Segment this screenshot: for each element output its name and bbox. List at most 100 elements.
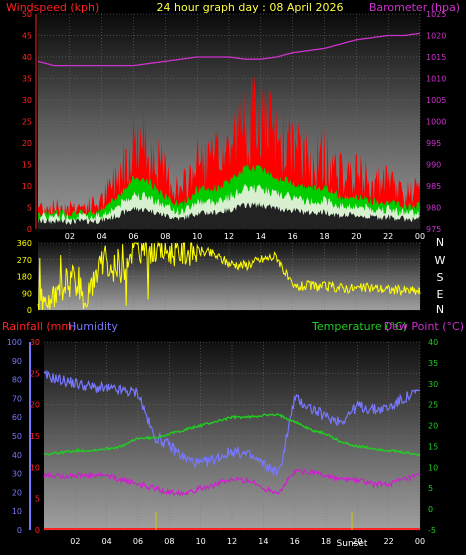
wind-x-tick-label: 02: [65, 232, 75, 241]
barometer-y-tick-label: 995: [426, 139, 441, 148]
humidity-y-tick-label: 30: [12, 470, 22, 479]
rainfall-y-tick-label: 5: [35, 495, 40, 504]
direction-y-tick-label: 360: [17, 239, 32, 248]
compass-label: S: [437, 271, 444, 284]
rainfall-y-tick-label: 25: [30, 369, 40, 378]
barometer-y-tick-label: 1015: [426, 53, 446, 62]
temperature-y-ticks: -5 0 5 10 15 20 25 30 35 40: [428, 338, 438, 535]
rainfall-y-tick-label: 30: [30, 338, 40, 347]
barometer-line: [37, 32, 421, 67]
humidity-y-tick-label: 10: [12, 507, 22, 516]
temperature-y-tick-label: -5: [428, 526, 436, 535]
compass-label: E: [437, 288, 444, 301]
direction-y-tick-label: 270: [17, 256, 32, 265]
dewpoint-axis-title: Dew Point (°C): [384, 320, 464, 333]
wind-x-tick-label: 16: [288, 232, 298, 241]
wind-x-tick-label: 18: [319, 232, 329, 241]
humidity-line: [43, 369, 421, 477]
humidity-y-tick-label: 50: [12, 432, 22, 441]
temperature-y-tick-label: 30: [428, 380, 438, 389]
rainfall-y-ticks: 0 5 10 15 20 25 30: [30, 338, 40, 535]
temperature-y-tick-label: 0: [428, 505, 433, 514]
humidity-y-tick-label: 60: [12, 413, 22, 422]
wind-x-tick-label: 22: [383, 232, 393, 241]
rain-temp-x-tick-label: 16: [290, 537, 300, 546]
direction-y-tick-label: 180: [17, 273, 32, 282]
temperature-y-tick-label: 5: [428, 484, 433, 493]
wind-y-ticks-left: 0 5 10 15 20 25 30 35 40 45 50: [22, 10, 37, 234]
rain-temp-series: [43, 369, 421, 530]
wind-calm-area: [38, 202, 420, 229]
rain-temp-grid: [44, 341, 421, 531]
rain-temp-x-tick-label: 04: [102, 537, 112, 546]
barometer-y-tick-label: 985: [426, 182, 441, 191]
humidity-y-tick-label: 100: [7, 338, 22, 347]
wind-y-tick-label: 35: [22, 75, 32, 84]
wind-x-tick-label: 14: [256, 232, 266, 241]
rain-temp-x-tick-label: 08: [164, 537, 174, 546]
direction-line: [37, 241, 421, 311]
rain-temp-x-tick-label: 12: [227, 537, 237, 546]
rainfall-y-tick-label: 10: [30, 463, 40, 472]
wind-x-tick-label: 04: [97, 232, 107, 241]
barometer-y-tick-label: 980: [426, 204, 441, 213]
wind-x-tick-label: 20: [351, 232, 361, 241]
rainfall-y-tick-label: 0: [35, 526, 40, 535]
humidity-y-tick-label: 40: [12, 451, 22, 460]
temperature-line: [43, 413, 421, 457]
wind-y-tick-label: 40: [22, 53, 32, 62]
barometer-y-tick-label: 1010: [426, 75, 446, 84]
rain-temp-x-tick-label: 22: [384, 537, 394, 546]
wind-x-tick-label: 10: [192, 232, 202, 241]
direction-y-tick-label: 0: [27, 306, 32, 315]
humidity-y-tick-label: 90: [12, 357, 22, 366]
wind-x-tick-label: 12: [224, 232, 234, 241]
humidity-y-tick-label: 0: [17, 526, 22, 535]
rain-temp-x-ticks: 02 04 06 08 10 12 14 16 18 20 22 00: [70, 537, 425, 546]
temperature-y-tick-label: 20: [428, 422, 438, 431]
rainfall-axis-title: Rainfall (mm): [2, 320, 76, 333]
chart-title: 24 hour graph day : 08 April 2026: [157, 1, 344, 14]
compass-label: W: [435, 254, 446, 267]
barometer-y-tick-label: 1020: [426, 32, 446, 41]
humidity-y-tick-label: 80: [12, 376, 22, 385]
wind-y-tick-label: 20: [22, 139, 32, 148]
barometer-y-tick-label: 990: [426, 161, 441, 170]
compass-label: N: [436, 303, 444, 316]
humidity-y-ticks: 0 10 20 30 40 50 60 70 80 90 100: [7, 338, 31, 535]
rain-temp-x-tick-label: 14: [258, 537, 268, 546]
wind-y-ticks-right: 975 980 985 990 995 1000 1005 1010 1015 1020 1025: [426, 10, 446, 234]
wind-y-tick-label: 25: [22, 118, 32, 127]
rain-temp-x-tick-label: 06: [133, 537, 143, 546]
wind-y-tick-label: 0: [27, 225, 32, 234]
rain-temp-x-tick-label: 18: [321, 537, 331, 546]
wind-series: [37, 32, 421, 229]
direction-y-tick-label: 90: [22, 289, 32, 298]
temperature-y-tick-label: 40: [428, 338, 438, 347]
wind-x-ticks: 02 04 06 08 10 12 14 16 18 20 22 00: [65, 232, 425, 241]
rain-temp-x-tick-label: 20: [352, 537, 362, 546]
humidity-y-tick-label: 20: [12, 488, 22, 497]
wind-y-tick-label: 50: [22, 10, 32, 19]
wind-x-tick-label: 08: [160, 232, 170, 241]
temperature-y-tick-label: 10: [428, 463, 438, 472]
temperature-y-tick-label: 35: [428, 359, 438, 368]
rainfall-y-tick-label: 15: [30, 432, 40, 441]
dewpoint-line: [43, 468, 421, 497]
wind-y-tick-label: 15: [22, 161, 32, 170]
barometer-axis-title: Barometer (hpa): [369, 1, 460, 14]
compass-label: N: [436, 236, 444, 249]
wind-y-tick-label: 5: [27, 204, 32, 213]
rain-temp-x-tick-label: 02: [70, 537, 80, 546]
direction-series: [37, 241, 421, 311]
windspeed-axis-title: Windspeed (kph): [6, 1, 99, 14]
wind-y-tick-label: 30: [22, 96, 32, 105]
wind-x-tick-label: 06: [128, 232, 138, 241]
rain-temp-x-tick-label: 00: [415, 537, 425, 546]
sunset-label: Sunset: [337, 539, 368, 549]
temperature-axis-title: Temperature (°C): [311, 320, 407, 333]
wind-y-tick-label: 10: [22, 182, 32, 191]
